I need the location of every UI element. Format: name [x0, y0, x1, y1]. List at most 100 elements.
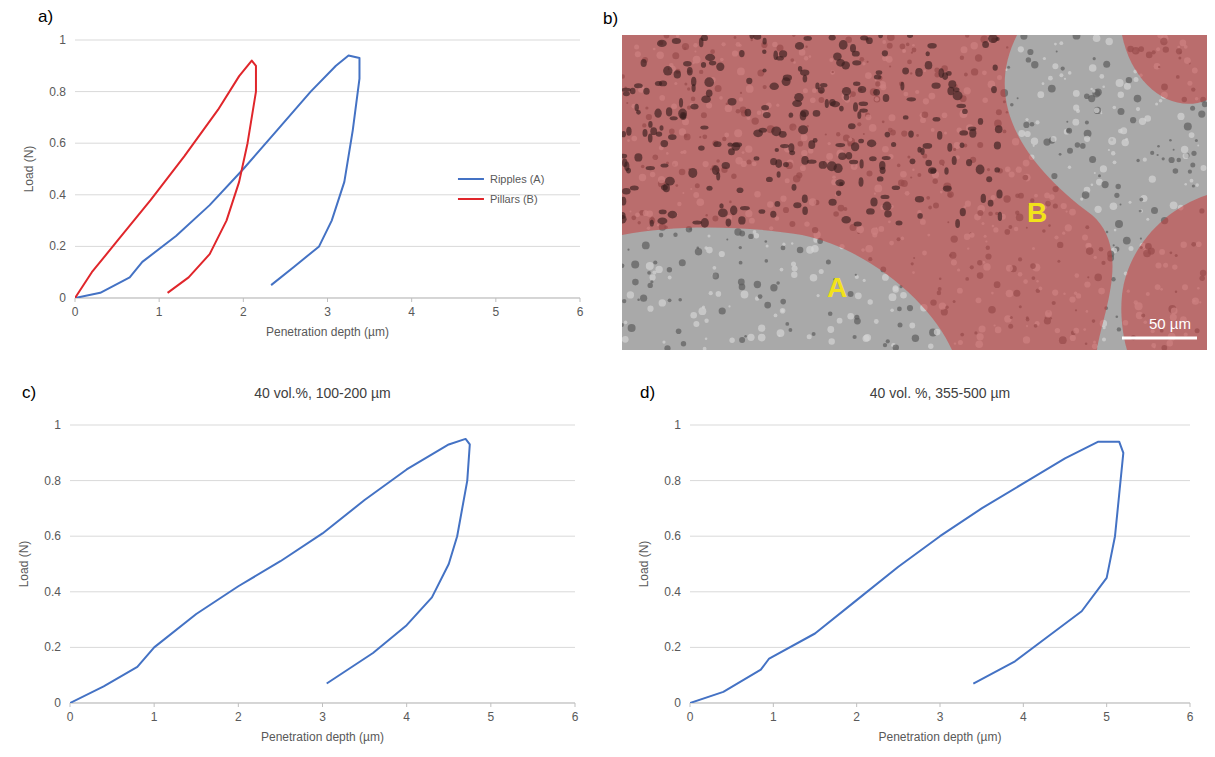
- micrograph-background: [622, 35, 1207, 350]
- x-tick-label: 6: [577, 305, 584, 319]
- load-curve: [75, 61, 256, 298]
- grid-line: [70, 536, 575, 537]
- pore: [759, 209, 766, 214]
- legend-label: Ripples (A): [490, 173, 544, 185]
- texture-dot: [1111, 277, 1115, 281]
- texture-dot: [1023, 122, 1029, 128]
- texture-dot: [1066, 128, 1072, 134]
- texture-dot: [1091, 183, 1094, 186]
- pore: [782, 77, 791, 86]
- texture-dot: [1099, 74, 1104, 79]
- texture-dot: [741, 291, 749, 299]
- y-axis-title: Load (N): [637, 541, 651, 588]
- pore: [661, 164, 669, 168]
- pore: [829, 199, 837, 206]
- texture-dot: [1151, 207, 1158, 214]
- y-axis-title: Load (N): [22, 146, 36, 193]
- texture-dot: [748, 234, 753, 239]
- texture-dot: [1195, 183, 1199, 187]
- texture-dot: [704, 319, 708, 323]
- pore: [656, 131, 662, 136]
- pore: [641, 59, 647, 67]
- x-tick-label: 2: [853, 710, 860, 724]
- pore: [795, 42, 804, 50]
- texture-dot: [1177, 113, 1184, 120]
- texture-dot: [1146, 218, 1149, 221]
- pore: [930, 169, 936, 174]
- texture-dot: [640, 295, 647, 302]
- pore: [830, 101, 840, 107]
- micrograph: AB50 µm: [618, 31, 1208, 351]
- texture-dot: [1100, 165, 1107, 172]
- pore: [762, 69, 766, 73]
- texture-dot: [785, 322, 789, 326]
- pore: [635, 104, 639, 111]
- texture-dot: [900, 292, 907, 299]
- texture-dot: [890, 309, 894, 313]
- x-tick: [773, 703, 774, 707]
- texture-dot: [673, 233, 677, 237]
- y-tick-label: 0: [54, 696, 61, 710]
- y-tick-label: 0.6: [49, 136, 66, 150]
- y-axis-title: Load (N): [17, 541, 31, 588]
- texture-dot: [1093, 57, 1096, 60]
- x-tick: [327, 298, 328, 302]
- texture-dot: [1025, 131, 1031, 137]
- texture-dot: [624, 321, 628, 325]
- texture-dot: [758, 325, 765, 332]
- pore: [789, 150, 795, 155]
- texture-dot: [1076, 109, 1080, 113]
- pore: [846, 152, 853, 160]
- pore: [666, 107, 672, 116]
- pore: [981, 194, 986, 203]
- pore: [839, 182, 843, 186]
- texture-dot: [622, 264, 624, 268]
- pore: [953, 87, 960, 92]
- texture-dot: [647, 306, 653, 312]
- pore: [732, 142, 742, 147]
- pore: [728, 98, 737, 105]
- texture-dot: [1048, 85, 1056, 93]
- pore: [657, 217, 667, 224]
- texture-dot: [1169, 139, 1172, 142]
- texture-dot: [1035, 120, 1039, 124]
- texture-dot: [627, 291, 634, 298]
- texture-dot: [1106, 38, 1113, 45]
- texture-dot: [781, 309, 784, 312]
- pore: [849, 160, 858, 165]
- texture-dot: [739, 337, 745, 343]
- chart: 00.20.40.60.810123456Penetration depth (…: [637, 385, 1194, 744]
- y-tick-label: 0: [59, 291, 66, 305]
- texture-dot: [853, 335, 857, 339]
- region-b: [1122, 35, 1207, 104]
- texture-dot: [770, 284, 777, 291]
- texture-dot: [1031, 138, 1038, 145]
- pore: [650, 220, 654, 227]
- texture-dot: [1102, 86, 1105, 89]
- micrograph-image: [622, 35, 1207, 350]
- texture-dot: [676, 328, 682, 334]
- texture-dot: [697, 246, 700, 249]
- texture-dot: [1190, 162, 1195, 167]
- load-curve: [75, 55, 359, 298]
- texture-dot: [1140, 238, 1142, 240]
- texture-dot: [1080, 198, 1083, 201]
- texture-dot: [864, 334, 871, 341]
- pore: [927, 43, 936, 49]
- texture-dot: [837, 318, 843, 324]
- texture-dot: [1190, 179, 1194, 183]
- x-tick: [406, 703, 407, 707]
- pore: [766, 177, 773, 182]
- texture-dot: [681, 341, 686, 346]
- pore: [996, 190, 1002, 199]
- pore: [813, 110, 821, 117]
- pore: [902, 68, 909, 75]
- panel-letter: c): [22, 383, 36, 402]
- texture-dot: [668, 276, 672, 280]
- pore: [763, 112, 771, 118]
- texture-dot: [664, 345, 670, 350]
- texture-dot: [1123, 237, 1131, 245]
- texture-dot: [1103, 326, 1106, 329]
- texture-dot: [1043, 57, 1046, 60]
- texture-dot: [1059, 73, 1063, 77]
